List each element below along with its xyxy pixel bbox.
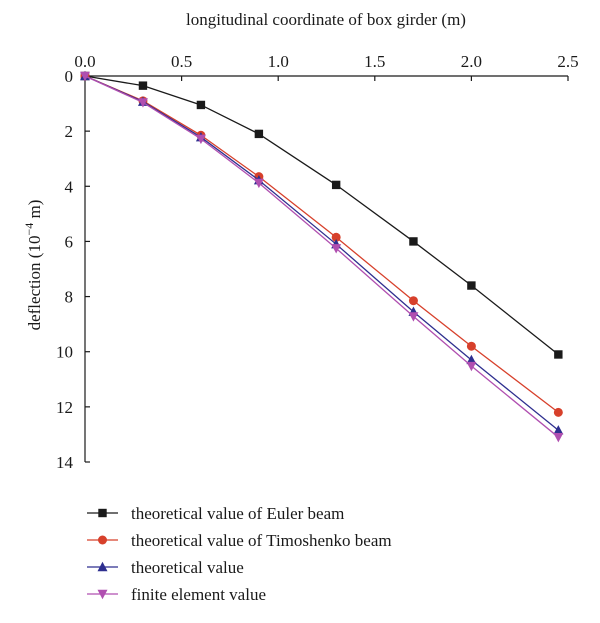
chart-axes — [84, 75, 568, 462]
data-point-theoretical-value-of-euler-beam — [331, 180, 341, 190]
x-ticks: 0.0 0.5 1.0 1.5 2.0 2.5 — [74, 52, 579, 81]
series-theoretical-value-of-euler-beam — [80, 71, 563, 359]
data-point-finite-element-value — [466, 361, 477, 372]
y-tick-label: 6 — [65, 232, 74, 251]
x-tick-label: 1.5 — [364, 52, 385, 71]
series-theoretical-value — [80, 70, 564, 435]
data-point-theoretical-value-of-timoshenko-beam — [331, 232, 341, 242]
y-tick-label: 12 — [56, 398, 73, 417]
y-tick-label: 8 — [65, 288, 74, 307]
y-axis-title-suffix: m) — [25, 200, 44, 223]
data-point-theoretical-value-of-euler-beam — [196, 100, 206, 110]
data-point-theoretical-value-of-euler-beam — [254, 129, 264, 139]
data-point-theoretical-value-of-timoshenko-beam — [466, 341, 476, 351]
data-point-theoretical-value-of-timoshenko-beam — [408, 296, 418, 306]
y-axis-title: deflection (10−4 m) — [22, 200, 44, 331]
data-point-finite-element-value — [137, 98, 148, 108]
series-line-theoretical-value-of-timoshenko-beam — [84, 75, 559, 413]
series-theoretical-value-of-timoshenko-beam — [80, 71, 563, 417]
legend-marker — [98, 508, 107, 518]
x-tick-label: 0.0 — [74, 52, 95, 71]
y-tick-label: 10 — [56, 343, 73, 362]
x-tick-label: 2.0 — [461, 52, 482, 71]
data-point-finite-element-value — [80, 71, 90, 82]
legend-item-theoretical-value-of-euler-beam: theoretical value of Euler beam — [87, 504, 344, 523]
y-tick-label: 14 — [56, 453, 74, 472]
y-tick-label: 4 — [65, 177, 74, 196]
x-tick-label: 1.0 — [268, 52, 289, 71]
legend-label: theoretical value — [131, 558, 244, 577]
series-line-theoretical-value — [84, 75, 559, 431]
data-point-finite-element-value — [195, 134, 206, 145]
y-axis-title-exponent: −4 — [22, 223, 36, 236]
series-layer — [80, 70, 564, 443]
data-point-finite-element-value — [331, 244, 342, 254]
legend-marker — [97, 561, 108, 572]
legend-marker — [97, 589, 108, 600]
legend-label: theoretical value of Euler beam — [131, 504, 344, 523]
x-tick-label: 0.5 — [171, 52, 192, 71]
y-ticks: 0 2 4 6 8 10 12 14 — [56, 67, 90, 472]
data-point-finite-element-value — [408, 312, 419, 322]
data-point-theoretical-value — [553, 425, 564, 435]
legend: theoretical value of Euler beam theoretic… — [87, 504, 392, 604]
data-point-theoretical-value-of-euler-beam — [138, 81, 148, 90]
legend-marker — [98, 535, 107, 545]
series-line-theoretical-value-of-euler-beam — [84, 75, 559, 355]
y-axis-title-prefix: deflection (10 — [25, 236, 44, 331]
data-point-finite-element-value — [253, 178, 264, 189]
data-point-theoretical-value-of-euler-beam — [554, 350, 563, 359]
data-point-finite-element-value — [553, 432, 564, 443]
series-finite-element-value — [80, 71, 564, 443]
x-axis-title: longitudinal coordinate of box girder (m… — [186, 10, 466, 29]
y-tick-label: 0 — [65, 67, 74, 86]
legend-item-theoretical-value-of-timoshenko-beam: theoretical value of Timoshenko beam — [87, 531, 392, 550]
series-line-finite-element-value — [84, 75, 559, 438]
legend-label: theoretical value of Timoshenko beam — [131, 531, 392, 550]
data-point-theoretical-value — [466, 354, 477, 365]
legend-label: finite element value — [131, 585, 266, 604]
data-point-theoretical-value-of-euler-beam — [467, 281, 476, 290]
data-point-theoretical-value-of-euler-beam — [409, 237, 418, 246]
x-tick-label: 2.5 — [557, 52, 578, 71]
data-point-theoretical-value-of-timoshenko-beam — [553, 407, 563, 417]
legend-item-finite-element-value: finite element value — [87, 585, 266, 604]
y-tick-label: 2 — [65, 122, 74, 141]
legend-item-theoretical-value: theoretical value — [87, 558, 244, 577]
